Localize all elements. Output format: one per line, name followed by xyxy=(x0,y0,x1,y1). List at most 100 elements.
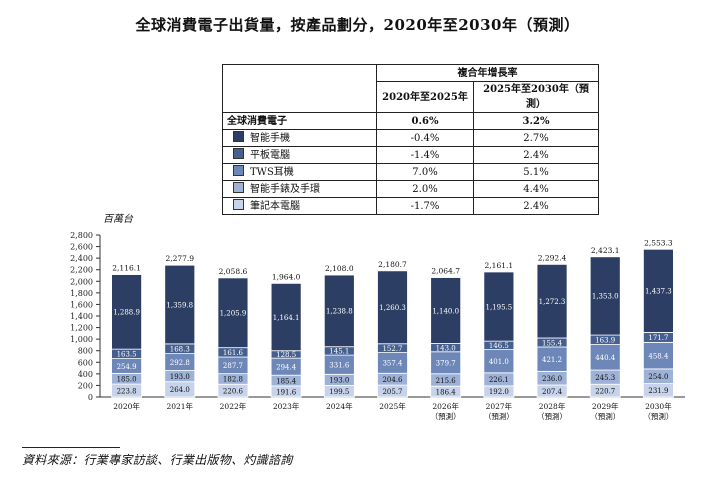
x-tick-label: 2025年 xyxy=(379,401,406,411)
bar-segment-label: 199.5 xyxy=(329,388,349,396)
y-tick-label: 1,200 xyxy=(70,324,93,333)
x-tick-forecast-note: （預測） xyxy=(431,411,461,421)
cagr-row: 智能手機 -0.4% 2.7% xyxy=(222,129,599,147)
bar-segment-label: 215.6 xyxy=(436,377,457,385)
legend-swatch-smartphone xyxy=(233,130,244,142)
bar-segment xyxy=(483,271,515,342)
bar-segment-label: 205.7 xyxy=(382,388,402,396)
bar-segment-label: 331.6 xyxy=(329,361,350,369)
bar-segment-label: 182.8 xyxy=(223,376,243,384)
x-tick-label: 2021年 xyxy=(166,401,193,411)
bar-segment xyxy=(643,248,674,333)
y-tick-label: 600 xyxy=(78,358,93,367)
bar-segment-label: 207.4 xyxy=(542,388,563,396)
bar-segment-label: 193.0 xyxy=(329,377,349,385)
x-tick-forecast-note: （預測） xyxy=(643,411,673,421)
bar-segment-label: 163.9 xyxy=(595,337,615,345)
x-tick-label: 2022年 xyxy=(220,401,247,411)
x-tick-label: 2024年 xyxy=(326,401,353,411)
bar-segment-label: 223.8 xyxy=(117,387,137,395)
bar-segment-label: 292.8 xyxy=(170,359,190,367)
bar-segment-label: 171.7 xyxy=(648,334,668,342)
bar-segment-label: 155.4 xyxy=(542,339,563,347)
y-tick-label: 1,800 xyxy=(70,289,93,298)
bar-segment xyxy=(589,344,621,371)
bar-segment-label: 264.0 xyxy=(170,386,190,394)
bar-segment xyxy=(111,274,142,350)
bar-segment-label: 401.0 xyxy=(489,358,509,366)
source-divider xyxy=(22,447,120,448)
bar-segment-label: 1,164.1 xyxy=(273,314,300,322)
y-tick-label: 800 xyxy=(78,347,93,356)
y-tick-label: 2,200 xyxy=(70,266,93,275)
bar-segment xyxy=(377,270,408,345)
x-tick-forecast-note: （預測） xyxy=(484,411,514,421)
bar-total-label: 2,277.9 xyxy=(165,254,194,263)
bar-segment xyxy=(430,277,462,344)
bar-segment xyxy=(323,274,355,348)
cagr-row: 筆記本電腦 -1.7% 2.4% xyxy=(222,197,599,215)
bar-segment xyxy=(270,282,302,352)
bar-segment-label: 128.5 xyxy=(276,351,296,359)
y-tick-label: 2,400 xyxy=(70,254,93,263)
bar-segment xyxy=(217,277,249,349)
y-tick-label: 2,800 xyxy=(70,231,93,240)
bar-total-label: 2,064.7 xyxy=(431,267,460,276)
bar-segment-label: 458.4 xyxy=(648,352,669,360)
bar-segment xyxy=(643,341,674,370)
bar-segment-label: 245.3 xyxy=(595,374,615,382)
bar-total-label: 1,964.0 xyxy=(272,272,301,281)
bar-total-label: 2,116.1 xyxy=(112,264,141,273)
bar-segment-label: 1,140.0 xyxy=(432,307,459,315)
source-note: 資料來源：行業專家訪談、行業出版物、灼識諮詢 xyxy=(22,453,293,467)
cagr-row: 平板電腦 -1.4% 2.4% xyxy=(222,146,599,164)
bar-segment-label: 146.5 xyxy=(489,342,509,350)
y-tick-label: 400 xyxy=(78,370,93,379)
bar-segment-label: 1,205.9 xyxy=(220,310,247,318)
bar-segment-label: 1,260.3 xyxy=(379,304,406,312)
x-tick-label: 2026年 xyxy=(432,401,459,411)
y-tick-label: 0 xyxy=(88,393,93,402)
x-tick-label: 2020年 xyxy=(113,401,140,411)
bar-segment-label: 421.2 xyxy=(542,356,562,364)
bar-total-label: 2,161.1 xyxy=(485,261,514,270)
bar-segment-label: 379.7 xyxy=(436,360,456,368)
bar-segment-label: 193.0 xyxy=(170,373,190,381)
bar-segment-label: 185.0 xyxy=(117,375,137,383)
cagr-row: TWS耳機 7.0% 5.1% xyxy=(222,163,599,181)
bar-segment-label: 145.1 xyxy=(329,348,349,356)
bar-segment-label: 1,437.3 xyxy=(645,288,672,296)
bar-segment-label: 294.4 xyxy=(276,363,297,371)
bar-segment-label: 357.4 xyxy=(382,360,403,368)
y-tick-label: 1,600 xyxy=(70,300,93,309)
bar-segment-label: 1,195.5 xyxy=(486,303,513,311)
bar-total-label: 2,292.4 xyxy=(538,253,567,262)
bar-segment-label: 1,288.9 xyxy=(113,309,140,317)
x-tick-label: 2028年 xyxy=(539,401,566,411)
bar-segment-label: 152.7 xyxy=(382,345,402,353)
stacked-bar-chart: 0 200 400 600 800 1,000 1,200 1,400 1,600 1,800 2,… xyxy=(70,231,685,421)
legend-swatch-tws xyxy=(233,164,244,176)
bar-segment-label: 191.6 xyxy=(276,388,297,396)
cagr-corner xyxy=(222,64,377,82)
y-tick-label: 2,000 xyxy=(70,277,93,286)
x-tick-label: 2027年 xyxy=(486,401,513,411)
bar-total-label: 2,180.7 xyxy=(378,260,407,269)
x-tick-label: 2023年 xyxy=(273,401,300,411)
bar-segment-label: 192.0 xyxy=(489,388,509,396)
bar-segment-label: 1,359.8 xyxy=(166,301,193,309)
chart-title: 全球消費電子出貨量，按產品劃分，2020年至2030年（預測） xyxy=(135,16,580,34)
bar-segment xyxy=(589,256,621,336)
bar-segment-label: 163.5 xyxy=(117,351,137,359)
y-tick-label: 2,600 xyxy=(70,243,93,252)
bar-segment-label: 1,272.3 xyxy=(539,298,566,306)
legend-swatch-tablet xyxy=(233,147,244,159)
x-tick-label: 2029年 xyxy=(592,401,619,411)
bar-segment-label: 236.0 xyxy=(542,375,562,383)
bar-segment-label: 161.6 xyxy=(223,349,244,357)
bar-total-label: 2,553.3 xyxy=(644,238,673,247)
bar-segment-label: 1,353.0 xyxy=(592,293,619,301)
y-tick-label: 200 xyxy=(78,381,93,390)
y-tick-label: 1,400 xyxy=(70,312,93,321)
unit-label: 百萬台 xyxy=(103,214,133,225)
